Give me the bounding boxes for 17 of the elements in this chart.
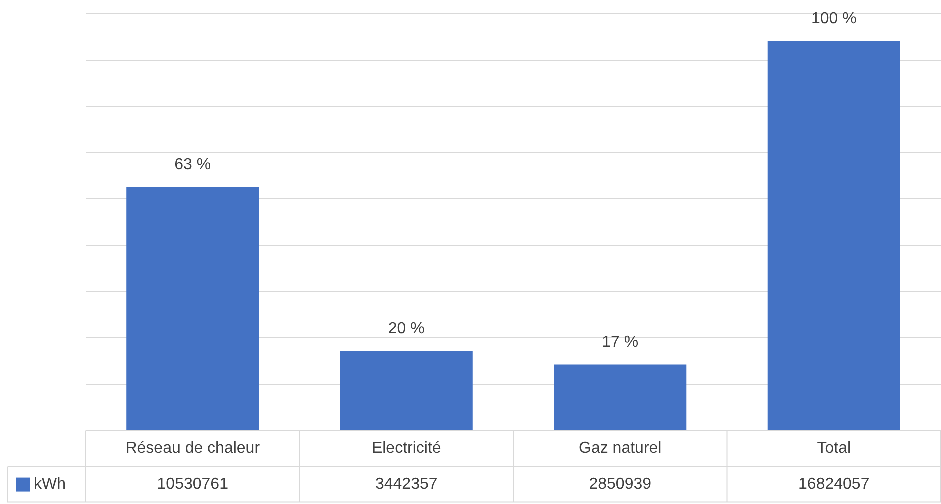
data-label: 16824057 (798, 476, 870, 494)
bar (126, 186, 260, 430)
data-label: 10530761 (157, 476, 229, 494)
x-tick-label: Réseau de chaleur (126, 440, 261, 457)
annotation: 63 % (174, 156, 212, 174)
x-tick-label: Electricité (372, 440, 442, 457)
legend-label: kWh (34, 476, 66, 494)
bar (554, 364, 687, 430)
data-label: 2850939 (589, 476, 652, 494)
x-tick-label: Gaz naturel (579, 440, 662, 457)
bar (768, 41, 900, 430)
annotation: 20 % (388, 320, 425, 338)
bar (340, 351, 473, 430)
annotation: 100 % (811, 10, 857, 28)
x-tick-label: Total (817, 440, 852, 457)
annotation: 17 % (602, 334, 639, 352)
data-label: 3442357 (375, 476, 438, 494)
